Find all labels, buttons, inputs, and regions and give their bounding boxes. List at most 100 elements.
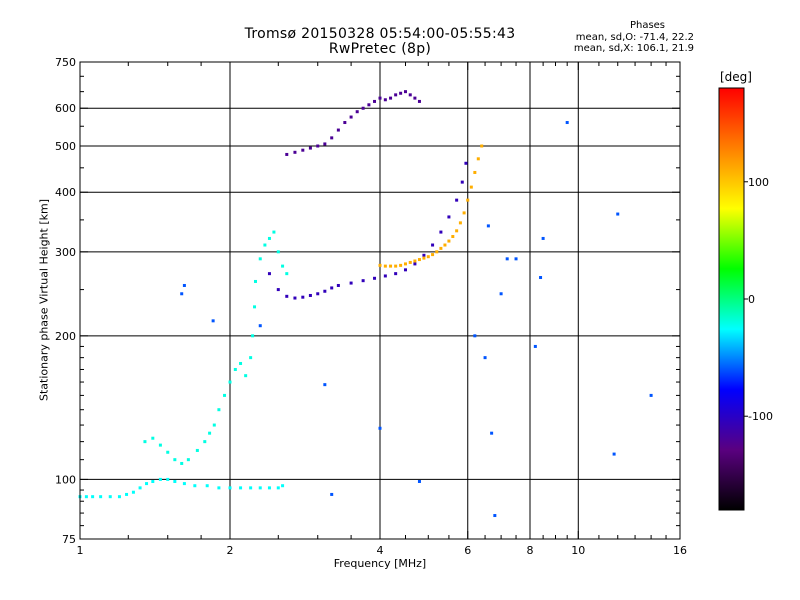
echo-point (212, 423, 216, 427)
echo-point (417, 479, 421, 483)
echo-point (258, 324, 262, 328)
echo-point (239, 486, 243, 490)
x-tick-labels: 1 2 4 6 8 10 16 (77, 544, 688, 557)
echo-point (383, 264, 387, 268)
echo-point (91, 495, 95, 499)
echo-point (408, 93, 412, 97)
echo-point (367, 103, 371, 107)
x-tick-label: 10 (571, 544, 585, 557)
echo-point (451, 235, 455, 239)
echo-point (308, 293, 312, 297)
echo-point (308, 146, 312, 150)
echo-point (499, 292, 503, 296)
echo-point (399, 91, 403, 95)
echo-point (486, 224, 490, 228)
echo-point (267, 236, 271, 240)
echo-point (431, 243, 435, 247)
echo-point (403, 90, 407, 94)
echo-point (330, 492, 334, 496)
echo-point (108, 495, 112, 499)
echo-point (469, 185, 473, 189)
echo-point (616, 212, 620, 216)
echo-point (249, 356, 253, 360)
echo-point (612, 452, 616, 456)
echo-point (413, 259, 417, 263)
echo-point (378, 263, 382, 267)
echo-point (258, 257, 262, 261)
echo-point (143, 440, 147, 444)
echo-point (349, 115, 353, 119)
echo-point (373, 99, 377, 103)
echo-point (460, 180, 464, 184)
colorbar-tick-label: 100 (748, 176, 769, 189)
echo-point (217, 486, 221, 490)
echo-point (389, 264, 393, 268)
echo-point (173, 458, 177, 462)
colorbar-unit: [deg] (720, 70, 752, 84)
echo-point (343, 121, 347, 125)
echo-point (422, 253, 426, 257)
echo-point (99, 495, 103, 499)
echo-point (258, 486, 262, 490)
echo-points (78, 90, 653, 518)
echo-point (394, 272, 398, 276)
echo-point (180, 292, 184, 296)
echo-point (138, 486, 142, 490)
echo-point (193, 484, 197, 488)
echo-point (233, 367, 237, 371)
x-axis-label: Frequency [MHz] (333, 557, 427, 570)
echo-point (473, 334, 477, 338)
echo-point (151, 436, 155, 440)
chart-title: Tromsø 20150328 05:54:00-05:55:43 (244, 26, 516, 42)
echo-point (180, 461, 184, 465)
echo-point (276, 486, 280, 490)
y-tick-label: 400 (55, 186, 76, 199)
echo-point (203, 440, 207, 444)
echo-point (413, 262, 417, 266)
colorbar (718, 87, 745, 511)
echo-point (131, 490, 135, 494)
x-tick-label: 6 (464, 544, 471, 557)
echo-point (84, 495, 88, 499)
echo-point (408, 260, 412, 264)
echo-point (417, 99, 421, 103)
echo-point (464, 161, 468, 165)
echo-point (145, 482, 149, 486)
echo-point (301, 148, 305, 152)
echo-point (435, 250, 439, 254)
echo-point (158, 477, 162, 481)
echo-point (455, 198, 459, 202)
echo-point (480, 144, 484, 148)
echo-point (399, 263, 403, 267)
echo-point (649, 393, 653, 397)
echo-point (462, 211, 466, 215)
echo-point (403, 268, 407, 272)
echo-point (439, 246, 443, 250)
echo-point (483, 356, 487, 360)
echo-point (125, 492, 129, 496)
axis-ticks (79, 61, 681, 540)
echo-point (323, 289, 327, 293)
phases-legend-x: mean, sd,X: 106.1, 21.9 (573, 43, 694, 54)
echo-point (267, 272, 271, 276)
echo-point (263, 243, 267, 247)
colorbar-tick-label: 0 (748, 293, 755, 306)
echo-point (173, 479, 177, 483)
echo-point (443, 243, 447, 247)
echo-point (186, 458, 190, 462)
echo-point (389, 96, 393, 100)
echo-point (272, 230, 276, 234)
echo-point (276, 250, 280, 254)
phases-legend-title: Phases (629, 20, 666, 31)
phases-legend-o: mean, sd,O: -71.4, 22.2 (575, 32, 694, 43)
echo-point (541, 236, 545, 240)
x-tick-label: 16 (673, 544, 687, 557)
echo-point (293, 296, 297, 300)
echo-point (166, 450, 170, 454)
echo-point (383, 274, 387, 278)
echo-point (361, 279, 365, 283)
echo-point (249, 486, 253, 490)
echo-point (539, 276, 543, 280)
echo-point (413, 96, 417, 100)
